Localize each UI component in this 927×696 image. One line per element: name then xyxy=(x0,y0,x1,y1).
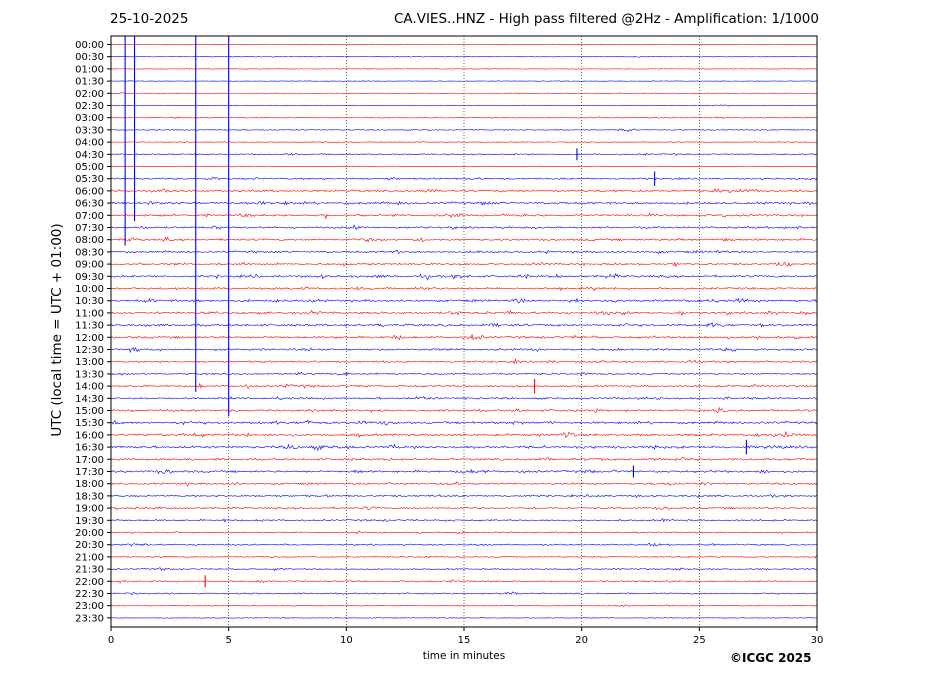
y-tick-label-1100: 11:00 xyxy=(75,308,104,319)
y-tick-label-2230: 22:30 xyxy=(75,589,104,600)
y-tick-label-0730: 07:30 xyxy=(75,223,104,234)
plot-frame xyxy=(110,35,818,628)
grid-lines xyxy=(228,36,700,627)
y-tick-label-2100: 21:00 xyxy=(75,552,104,563)
y-tick-label-0530: 05:30 xyxy=(75,174,104,185)
date-label: 25-10-2025 xyxy=(110,11,189,27)
y-tick-label-1400: 14:00 xyxy=(75,382,104,393)
y-tick-label-1600: 16:00 xyxy=(75,430,104,441)
y-tick-label-2030: 20:30 xyxy=(75,540,104,551)
y-tick-label-1500: 15:00 xyxy=(75,406,104,417)
x-tick-label-20: 20 xyxy=(575,635,588,646)
trace-row-0230 xyxy=(110,104,818,107)
x-tick-label-30: 30 xyxy=(811,635,824,646)
trace-row-0130 xyxy=(110,80,818,82)
trace-row-1930 xyxy=(110,517,818,523)
trace-row-1630 xyxy=(110,443,818,452)
y-tick-label-0900: 09:00 xyxy=(75,260,104,271)
y-tick-label-2130: 21:30 xyxy=(75,565,104,576)
y-tick-label-1330: 13:30 xyxy=(75,369,104,380)
y-tick-label-1430: 14:30 xyxy=(75,394,104,405)
trace-row-2330 xyxy=(110,617,818,619)
y-tick-label-1030: 10:30 xyxy=(75,296,104,307)
trace-row-2030 xyxy=(110,542,818,547)
y-tick-label-2000: 20:00 xyxy=(75,528,104,539)
copyright-label: ©ICGC 2025 xyxy=(730,651,812,665)
x-tick-label-15: 15 xyxy=(458,635,471,646)
trace-row-2200 xyxy=(110,579,818,584)
y-tick-label-0130: 01:30 xyxy=(75,77,104,88)
y-tick-label-1900: 19:00 xyxy=(75,504,104,515)
y-tick-label-2200: 22:00 xyxy=(75,577,104,588)
trace-row-1900 xyxy=(110,506,818,511)
trace-row-1600 xyxy=(110,430,818,439)
y-tick-label-0600: 06:00 xyxy=(75,186,104,197)
x-tick-label-5: 5 xyxy=(225,635,231,646)
trace-row-1700 xyxy=(110,456,818,462)
chart-title: CA.VIES..HNZ - High pass filtered @2Hz -… xyxy=(394,11,819,27)
trace-row-1830 xyxy=(110,493,818,499)
y-tick-label-0300: 03:00 xyxy=(75,113,104,124)
y-tick-label-0430: 04:30 xyxy=(75,150,104,161)
y-tick-label-1730: 17:30 xyxy=(75,467,104,478)
trace-row-0300 xyxy=(110,116,818,120)
x-tick-label-25: 25 xyxy=(693,635,706,646)
y-tick-label-1830: 18:30 xyxy=(75,491,104,502)
trace-row-2130 xyxy=(110,567,818,572)
trace-row-0830 xyxy=(110,249,818,255)
y-tick-label-0630: 06:30 xyxy=(75,199,104,210)
trace-row-1530 xyxy=(110,419,818,426)
x-ticks: 0 5 10 15 20 25 30 xyxy=(108,627,824,646)
y-tick-label-1200: 12:00 xyxy=(75,333,104,344)
y-axis-label: UTC (local time = UTC + 01:00) xyxy=(49,223,65,437)
y-tick-label-2300: 23:00 xyxy=(75,601,104,612)
y-tick-label-0330: 03:30 xyxy=(75,125,104,136)
y-tick-label-0930: 09:30 xyxy=(75,272,104,283)
trace-row-0200 xyxy=(110,92,818,95)
x-axis-label: time in minutes xyxy=(422,650,506,662)
y-tick-label-1230: 12:30 xyxy=(75,345,104,356)
trace-row-2300 xyxy=(110,604,818,608)
y-tick-label-0100: 01:00 xyxy=(75,64,104,75)
trace-row-1800 xyxy=(110,481,818,487)
y-tick-label-0400: 04:00 xyxy=(75,138,104,149)
seismic-traces xyxy=(110,36,818,619)
y-tick-label-0200: 02:00 xyxy=(75,89,104,100)
y-tick-label-0830: 08:30 xyxy=(75,247,104,258)
trace-row-0100 xyxy=(110,68,818,70)
y-tick-label-0500: 05:00 xyxy=(75,162,104,173)
y-tick-label-1700: 17:00 xyxy=(75,455,104,466)
y-tick-label-0700: 07:00 xyxy=(75,211,104,222)
y-tick-label-1300: 13:00 xyxy=(75,357,104,368)
y-tick-label-1930: 19:30 xyxy=(75,516,104,527)
trace-row-2100 xyxy=(110,555,818,559)
trace-row-0030 xyxy=(110,55,818,58)
trace-row-0900 xyxy=(110,261,818,267)
x-tick-label-0: 0 xyxy=(108,635,114,646)
y-tick-label-0230: 02:30 xyxy=(75,101,104,112)
y-tick-label-0800: 08:00 xyxy=(75,235,104,246)
y-tick-label-1000: 10:00 xyxy=(75,284,104,295)
y-tick-label-0030: 00:30 xyxy=(75,52,104,63)
x-tick-label-10: 10 xyxy=(340,635,353,646)
y-tick-label-1530: 15:30 xyxy=(75,418,104,429)
y-tick-label-1630: 16:30 xyxy=(75,443,104,454)
y-tick-label-2330: 23:30 xyxy=(75,613,104,624)
y-tick-label-1130: 11:30 xyxy=(75,321,104,332)
trace-row-1300 xyxy=(110,358,818,365)
trace-row-0500 xyxy=(110,165,818,168)
trace-row-2230 xyxy=(110,591,818,596)
trace-row-1000 xyxy=(110,285,818,292)
y-tick-label-0000: 00:00 xyxy=(75,40,104,51)
trace-row-2000 xyxy=(110,530,818,535)
trace-row-1730 xyxy=(110,468,818,475)
y-tick-label-1800: 18:00 xyxy=(75,479,104,490)
